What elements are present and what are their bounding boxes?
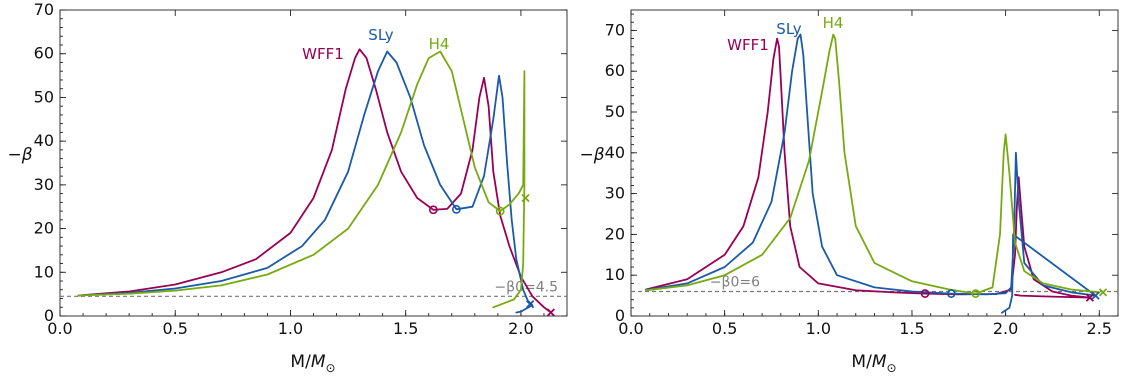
marker-circle-wff1	[428, 205, 438, 215]
marker-cross-sly	[1091, 291, 1100, 300]
y-tick-label: 70	[605, 20, 625, 39]
y-tick-label: 30	[34, 175, 54, 194]
y-tick-label: 0	[44, 306, 54, 325]
x-tick-label: 2.5	[1087, 319, 1112, 338]
x-tick-label: 1.0	[806, 319, 831, 338]
series-line-h4	[77, 50, 526, 309]
y-tick-label: 70	[34, 0, 54, 19]
marker-cross-sly	[525, 300, 535, 309]
x-tick-label: 0.5	[712, 319, 737, 338]
series-line-wff1	[645, 37, 1091, 299]
y-tick-labels: 0 10 20 30 40 50 60 70	[34, 0, 54, 325]
y-tick-label: 10	[34, 262, 54, 281]
y-tick-labels: 0 10 20 30 40 50 60 70	[605, 20, 625, 325]
marker-cross-wff1	[1085, 293, 1095, 302]
series-label-wff1: WFF1	[302, 45, 344, 63]
marker-cross-h4	[521, 193, 530, 203]
x-tick-label: 0.5	[163, 319, 188, 338]
x-axis-label: M/M⊙	[851, 352, 896, 375]
marker-circle-wff1	[920, 289, 930, 298]
y-tick-label: 20	[605, 224, 625, 243]
series-label-wff1: WFF1	[727, 36, 769, 54]
x-tick-label: 2.0	[508, 319, 533, 338]
series-label-h4: H4	[823, 14, 844, 32]
y-tick-label: 10	[605, 265, 625, 284]
y-tick-label: 30	[605, 184, 625, 203]
tick-marks	[59, 9, 568, 317]
y-axis-label: −β	[7, 145, 32, 165]
marker-circle-sly	[451, 204, 461, 214]
plot-frame	[630, 9, 1119, 317]
marker-circle-h4	[495, 206, 505, 216]
y-tick-label: 40	[34, 131, 54, 150]
marker-circle-h4	[971, 289, 981, 298]
series-markers	[920, 288, 1108, 302]
y-tick-label: 60	[605, 61, 625, 80]
reference-line-label: −β0=6	[710, 275, 760, 291]
series-line-sly	[77, 50, 534, 314]
x-tick-label: 1.0	[278, 319, 303, 338]
tick-marks	[630, 10, 1119, 317]
x-tick-labels: 0.0 0.5 1.0 1.5 2.0	[47, 319, 533, 338]
series-markers	[428, 193, 556, 317]
series-label-h4: H4	[429, 35, 450, 53]
y-tick-label: 50	[34, 87, 54, 106]
series-label-sly: SLy	[776, 20, 802, 38]
y-tick-label: 0	[615, 306, 625, 325]
marker-cross-h4	[1098, 288, 1108, 297]
x-tick-label: 0.0	[618, 319, 643, 338]
series-label-sly: SLy	[368, 26, 394, 44]
y-tick-label: 60	[34, 44, 54, 63]
marker-cross-wff1	[546, 308, 556, 317]
marker-circle-sly	[946, 289, 956, 298]
x-tick-label: 1.5	[899, 319, 924, 338]
x-tick-label: 0.0	[47, 319, 72, 338]
series-line-wff1	[77, 48, 552, 314]
x-tick-label: 2.0	[993, 319, 1018, 338]
right-chart: 0.0 0.5 1.0 1.5 2.0 2.5 0 10 20 30 40 50…	[579, 9, 1119, 375]
series-line-h4	[645, 33, 1101, 295]
y-axis-label: −β	[579, 145, 604, 165]
y-tick-label: 20	[34, 219, 54, 238]
y-tick-label: 40	[605, 143, 625, 162]
x-tick-labels: 0.0 0.5 1.0 1.5 2.0 2.5	[618, 319, 1112, 338]
x-tick-label: 1.5	[393, 319, 418, 338]
x-axis-label: M/M⊙	[290, 352, 335, 375]
y-tick-label: 50	[605, 102, 625, 121]
left-chart: 0.0 0.5 1.0 1.5 2.0 0 10 20 30 40 50 60 …	[7, 0, 568, 375]
series-line-sly	[645, 33, 1097, 314]
